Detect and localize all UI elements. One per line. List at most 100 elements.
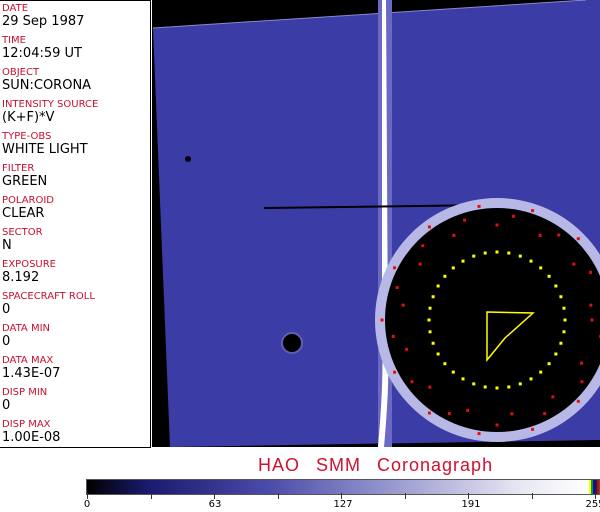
overlay-dot xyxy=(391,334,395,338)
overlay-dot xyxy=(531,209,535,213)
colorbar-tick-label: 255 xyxy=(585,499,600,510)
overlay-dot xyxy=(495,223,499,227)
overlay-dot xyxy=(451,370,455,374)
overlay-dot xyxy=(547,274,551,278)
overlay-dot xyxy=(427,225,431,229)
overlay-dot xyxy=(421,244,425,248)
overlay-dot xyxy=(529,259,533,263)
field-label: DATA MIN xyxy=(2,323,50,334)
overlay-dot xyxy=(495,423,499,427)
header-info-panel xyxy=(0,0,151,448)
overlay-dot xyxy=(393,370,397,374)
field-exposure: EXPOSURE 8.192 xyxy=(2,259,56,285)
colorbar-tick-label: 0 xyxy=(83,499,91,510)
overlay-dot xyxy=(461,377,465,381)
colorbar-tick-label: 127 xyxy=(333,499,353,510)
overlay-dot xyxy=(576,399,580,403)
overlay-dot xyxy=(563,318,567,322)
overlay-dot xyxy=(461,259,465,263)
field-label: TIME xyxy=(2,35,27,46)
colorbar-tick xyxy=(468,493,469,499)
colorbar-tick xyxy=(341,493,342,499)
overlay-dot xyxy=(539,370,543,374)
overlay-dot xyxy=(557,233,561,237)
overlay-dot xyxy=(428,385,432,389)
overlay-dot xyxy=(451,266,455,270)
overlay-dot xyxy=(551,395,555,399)
overlay-dot xyxy=(405,347,409,351)
overlay-dot xyxy=(466,408,470,412)
field-value: 1.43E-07 xyxy=(2,366,61,381)
colorbar-tick-label: 191 xyxy=(461,499,481,510)
overlay-dot xyxy=(477,204,481,208)
coronagraph-image[interactable] xyxy=(152,0,600,447)
field-label: DATA MAX xyxy=(2,355,54,366)
overlay-dot xyxy=(427,318,431,322)
colorbar-tick xyxy=(277,493,279,499)
field-label: DISP MAX xyxy=(2,419,51,430)
overlay-dot xyxy=(380,318,384,322)
overlay-dot xyxy=(452,233,456,237)
field-filter: FILTER GREEN xyxy=(2,163,47,189)
overlay-dot xyxy=(559,295,563,299)
overlay-dot xyxy=(395,286,399,290)
overlay-dot xyxy=(472,254,476,258)
overlay-dot xyxy=(436,352,440,356)
field-value: 1.00E-08 xyxy=(2,430,61,445)
overlay-dot xyxy=(472,382,476,386)
field-spacecraft-roll: SPACECRAFT ROLL 0 xyxy=(2,291,95,317)
field-label: TYPE-OBS xyxy=(2,131,52,142)
sun-marker-polygon xyxy=(486,311,535,363)
colorbar-special-colors xyxy=(589,480,599,494)
field-label: DATE xyxy=(2,3,29,14)
overlay-dot xyxy=(418,262,422,266)
overlay-dot xyxy=(559,341,563,345)
overlay-dot xyxy=(572,262,576,266)
overlay-dot xyxy=(576,237,580,241)
overlay-dot xyxy=(547,362,551,366)
colorbar-tick xyxy=(531,493,533,499)
field-label: SPACECRAFT ROLL xyxy=(2,291,95,302)
colorbar-tick-label: 63 xyxy=(208,499,222,510)
overlay-dot xyxy=(436,284,440,288)
field-label: INTENSITY SOURCE xyxy=(2,99,99,110)
overlay-dot xyxy=(401,303,405,307)
overlay-dot xyxy=(431,295,435,299)
overlay-dot xyxy=(428,330,432,334)
field-value: 0 xyxy=(2,302,11,317)
occulter-disk xyxy=(385,208,600,432)
colorbar xyxy=(86,479,600,495)
overlay-dot xyxy=(410,380,414,384)
overlay-dot xyxy=(580,361,584,365)
overlay-dot xyxy=(507,251,511,255)
overlay-dot xyxy=(495,386,499,390)
overlay-dot xyxy=(483,251,487,255)
overlay-dot xyxy=(562,330,566,334)
overlay-dot xyxy=(590,318,594,322)
overlay-dot xyxy=(483,385,487,389)
field-sector: SECTOR N xyxy=(2,227,43,253)
field-label: OBJECT xyxy=(2,67,40,78)
field-label: EXPOSURE xyxy=(2,259,57,270)
field-value: 0 xyxy=(2,334,11,349)
overlay-dot xyxy=(543,412,547,416)
overlay-dot xyxy=(393,266,397,270)
field-date: DATE 29 Sep 1987 xyxy=(2,3,84,29)
colorbar-tick xyxy=(214,493,215,499)
field-disp-max: DISP MAX 1.00E-08 xyxy=(2,419,60,445)
overlay-dot xyxy=(518,254,522,258)
field-value: (K+F)*V xyxy=(2,110,55,125)
overlay-dot xyxy=(554,284,558,288)
overlay-dot xyxy=(431,341,435,345)
overlay-dot xyxy=(510,412,514,416)
field-value: 8.192 xyxy=(2,270,40,285)
field-value: 0 xyxy=(2,398,11,413)
overlay-dot xyxy=(507,385,511,389)
field-value: GREEN xyxy=(2,174,48,189)
overlay-dot xyxy=(529,377,533,381)
field-data-min: DATA MIN 0 xyxy=(2,323,50,349)
colorbar-tick xyxy=(595,493,596,499)
field-value: 12:04:59 UT xyxy=(2,46,82,61)
overlay-dot xyxy=(539,266,543,270)
overlay-dot xyxy=(443,274,447,278)
